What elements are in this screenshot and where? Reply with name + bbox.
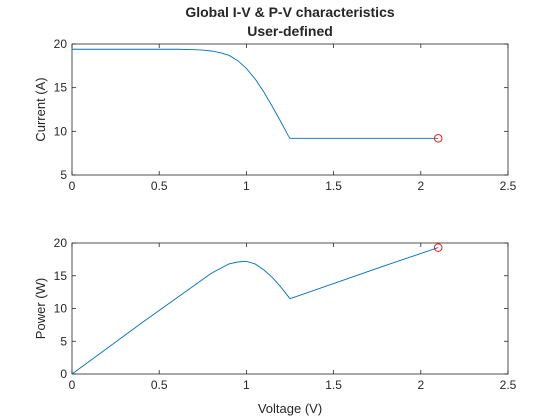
iv-plot: 0 0.5 1 1.5 2 2.5 5 10 15 20 Current (A) xyxy=(33,37,517,193)
pv-xtick-label: 1 xyxy=(243,378,250,392)
iv-xtick-label: 2 xyxy=(417,179,424,193)
chart-title: Global I-V & P-V characteristics xyxy=(185,4,395,20)
pv-operating-point-marker xyxy=(433,243,443,252)
iv-ytick-label: 10 xyxy=(54,124,68,138)
pv-plot: 0 0.5 1 1.5 2 2.5 0 5 10 15 20 Power (W) Voltage (V) xyxy=(33,236,517,416)
pv-ytick-label: 0 xyxy=(60,367,67,381)
iv-xtick-label: 0.5 xyxy=(151,179,168,193)
pv-axes-box xyxy=(71,242,509,375)
pv-xtick-label: 1.5 xyxy=(325,378,342,392)
iv-ytick-label: 20 xyxy=(54,37,68,51)
iv-curve xyxy=(72,48,439,139)
iv-ytick-label: 15 xyxy=(54,81,68,95)
iv-ylabel: Current (A) xyxy=(33,77,48,141)
pv-curve xyxy=(71,247,439,375)
pv-xtick-label: 0 xyxy=(69,378,76,392)
pv-xtick-label: 0.5 xyxy=(151,378,168,392)
iv-xtick-label: 1 xyxy=(243,179,250,193)
pv-ylabel: Power (W) xyxy=(33,278,48,339)
iv-operating-point-marker xyxy=(433,134,443,143)
iv-xtick-label: 0 xyxy=(69,179,76,193)
pv-xtick-label: 2.5 xyxy=(500,378,517,392)
pv-ytick-label: 10 xyxy=(54,302,68,316)
chart-subtitle: User-defined xyxy=(247,23,333,39)
iv-axes-box xyxy=(71,43,509,176)
pv-xtick-label: 2 xyxy=(417,378,424,392)
iv-xtick-label: 1.5 xyxy=(325,179,342,193)
iv-xtick-label: 2.5 xyxy=(500,179,517,193)
pv-ytick-label: 15 xyxy=(54,269,68,283)
iv-ytick-label: 5 xyxy=(60,168,67,182)
pv-ytick-label: 20 xyxy=(54,236,68,250)
pv-xlabel: Voltage (V) xyxy=(258,401,322,416)
pv-ytick-label: 5 xyxy=(60,334,67,348)
